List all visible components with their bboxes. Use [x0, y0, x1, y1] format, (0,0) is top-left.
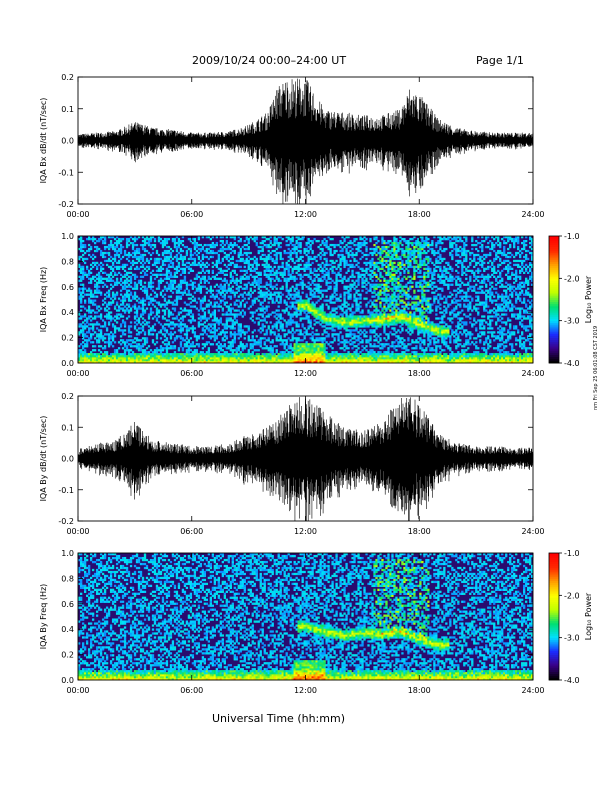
y-tick-label: -0.1	[58, 486, 74, 495]
panel-1: 00:00 06:00 12:00 18:00 24:00 0.2 0.1 0.0 -0.1 -0…	[39, 73, 545, 219]
y-tick-label: 0.4	[61, 308, 74, 317]
y-tick-label: 1.0	[61, 232, 74, 241]
y-tick-label: 0.2	[61, 334, 74, 343]
x-tick-label: 06:00	[180, 369, 203, 378]
colorbar-label: Log₁₀ Power	[584, 592, 593, 640]
y-tick-label: 0.6	[61, 283, 74, 292]
x-axis-title: Universal Time (hh:mm)	[212, 712, 345, 725]
waveform-trace	[77, 78, 534, 204]
x-tick-label: 18:00	[408, 527, 431, 536]
colorbar-tick-label: -4.0	[564, 359, 580, 368]
x-tick-label: 00:00	[66, 369, 89, 378]
x-tick-label: 00:00	[66, 210, 89, 219]
y-tick-label: 0.0	[61, 455, 74, 464]
colorbar-tick-label: -2.0	[564, 591, 580, 600]
y-tick-label: 1.0	[61, 549, 74, 558]
y-tick-label: 0.8	[61, 257, 74, 266]
page-title: 2009/10/24 00:00–24:00 UT	[192, 54, 347, 67]
colorbar-tick-label: -1.0	[564, 232, 580, 241]
x-tick-label: 12:00	[294, 686, 317, 695]
x-tick-label: 06:00	[180, 527, 203, 536]
x-tick-label: 12:00	[294, 527, 317, 536]
colorbar-tick-label: -1.0	[564, 549, 580, 558]
panel-2: -1.0 -2.0 -3.0 -4.0 Log₁₀ Power 00:00 06:00 12:…	[39, 232, 593, 378]
x-tick-label: 00:00	[66, 686, 89, 695]
y-axis-label: IQA Bx dB/dt (nT/sec)	[39, 98, 48, 184]
waveform-trace	[77, 397, 534, 521]
x-tick-label: 12:00	[294, 369, 317, 378]
y-tick-label: -0.2	[58, 200, 74, 209]
colorbar-tick-label: -3.0	[564, 317, 580, 326]
waveform-path	[77, 78, 534, 204]
x-tick-label: 24:00	[521, 210, 544, 219]
y-tick-label: 0.0	[61, 137, 74, 146]
colorbar-label: Log₁₀ Power	[584, 275, 593, 323]
colorbar-tick-label: -4.0	[564, 676, 580, 685]
page-number: Page 1/1	[476, 54, 524, 67]
waveform-path	[77, 397, 534, 521]
colorbar-frame	[548, 235, 560, 364]
y-tick-label: -0.1	[58, 168, 74, 177]
x-tick-label: 24:00	[521, 369, 544, 378]
y-axis-label: IQA By Freq (Hz)	[39, 584, 48, 650]
y-tick-label: 0.0	[61, 676, 74, 685]
x-tick-label: 06:00	[180, 686, 203, 695]
y-tick-label: 0.2	[61, 73, 74, 82]
x-tick-label: 24:00	[521, 686, 544, 695]
x-tick-label: 18:00	[408, 210, 431, 219]
y-axis-label: IQA Bx Freq (Hz)	[39, 267, 48, 333]
y-tick-label: 0.4	[61, 625, 74, 634]
x-tick-label: 00:00	[66, 527, 89, 536]
colorbar-tick-label: -3.0	[564, 634, 580, 643]
x-tick-label: 24:00	[521, 527, 544, 536]
y-tick-label: -0.2	[58, 517, 74, 526]
spectrogram-cells	[78, 553, 534, 681]
colorbar-frame	[548, 552, 560, 681]
y-tick-label: 0.6	[61, 600, 74, 609]
colorbar: -1.0 -2.0 -3.0 -4.0 Log₁₀ Power	[548, 549, 593, 685]
x-tick-label: 18:00	[408, 369, 431, 378]
x-tick-label: 18:00	[408, 686, 431, 695]
x-tick-label: 06:00	[180, 210, 203, 219]
panel-4: -1.0 -2.0 -3.0 -4.0 Log₁₀ Power 00:00 06:00 12:…	[39, 549, 593, 695]
colorbar: -1.0 -2.0 -3.0 -4.0 Log₁₀ Power	[548, 232, 593, 368]
y-tick-label: 0.0	[61, 359, 74, 368]
spectrogram-cells	[78, 236, 534, 364]
y-tick-label: 0.1	[61, 105, 74, 114]
y-tick-label: 0.2	[61, 392, 74, 401]
x-tick-label: 12:00	[294, 210, 317, 219]
y-axis-label: IQA By dB/dt (nT/sec)	[39, 416, 48, 502]
y-tick-label: 0.8	[61, 574, 74, 583]
side-timestamp: nm Fri Sep 25 06:01:08 CST 2019	[593, 325, 599, 410]
colorbar-tick-label: -2.0	[564, 274, 580, 283]
y-tick-label: 0.1	[61, 423, 74, 432]
y-tick-label: 0.2	[61, 651, 74, 660]
panel-3: 00:00 06:00 12:00 18:00 24:00 0.2 0.1 0.0 -0.1 -0…	[39, 392, 545, 536]
